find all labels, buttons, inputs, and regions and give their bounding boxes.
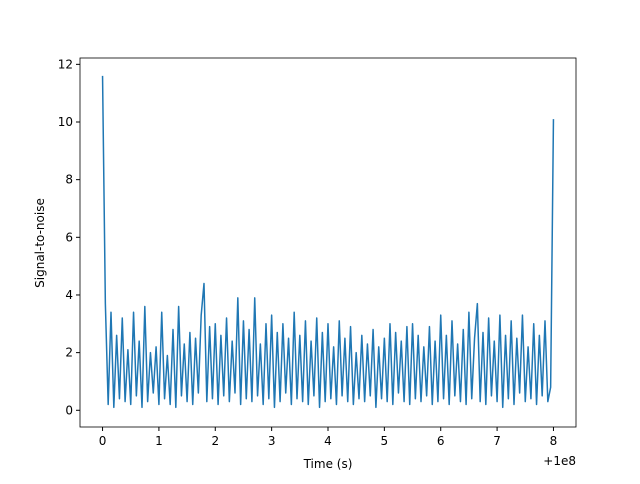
y-tick-label: 4 xyxy=(65,288,73,302)
x-tick-label: 3 xyxy=(268,434,276,448)
signal-line xyxy=(101,75,555,409)
x-tick-label: 0 xyxy=(99,434,107,448)
x-axis-label: Time (s) xyxy=(303,457,353,471)
plot-frame xyxy=(79,57,577,428)
y-axis-label: Signal-to-noise xyxy=(33,198,47,288)
x-tick-label: 2 xyxy=(211,434,219,448)
y-tick-label: 12 xyxy=(58,57,73,71)
x-tick-label: 4 xyxy=(324,434,332,448)
x-tick-label: 8 xyxy=(550,434,558,448)
y-tick-label: 2 xyxy=(65,346,73,360)
x-tick-label: 1 xyxy=(155,434,163,448)
y-tick-label: 10 xyxy=(58,115,73,129)
y-tick-label: 6 xyxy=(65,230,73,244)
x-tick-label: 6 xyxy=(437,434,445,448)
y-tick-label: 8 xyxy=(65,173,73,187)
x-tick-label: 7 xyxy=(493,434,501,448)
x-tick-label: 5 xyxy=(381,434,389,448)
y-tick-label: 0 xyxy=(65,403,73,417)
x-offset-label: +1e8 xyxy=(543,454,576,468)
